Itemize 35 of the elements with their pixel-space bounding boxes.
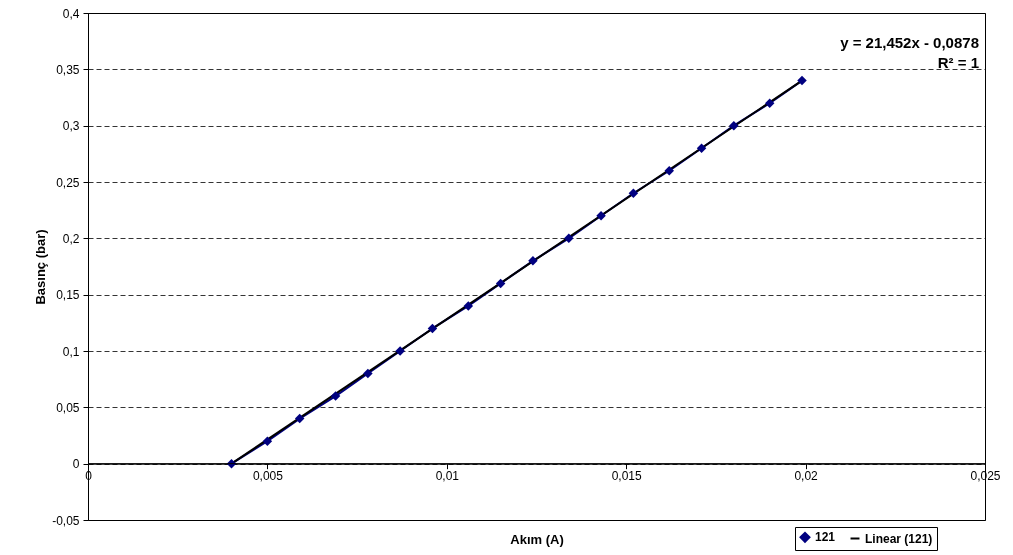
point bbox=[294, 413, 305, 424]
point bbox=[363, 368, 373, 379]
y-tick-label: 0,2 bbox=[62, 231, 80, 246]
point bbox=[427, 323, 438, 334]
x-tick-label: 0,01 bbox=[435, 469, 460, 484]
y-tick-label: 0,35 bbox=[56, 62, 80, 77]
point bbox=[262, 436, 273, 446]
point bbox=[764, 98, 775, 108]
point bbox=[729, 120, 739, 131]
y-tick-label: 0 bbox=[72, 457, 80, 472]
y-tick-label: 0,15 bbox=[56, 288, 80, 303]
y-tick-label: 0,1 bbox=[62, 344, 80, 359]
y-tick-label: 0,05 bbox=[56, 400, 80, 415]
x-axis-title: Akım (A) bbox=[510, 531, 564, 547]
y-axis-title: Basınç (bar) bbox=[33, 229, 49, 305]
point bbox=[495, 278, 506, 289]
y-tick-label: 0,4 bbox=[62, 6, 80, 21]
y-tick-label: 0,3 bbox=[62, 119, 80, 134]
annotation: R² = 1 bbox=[937, 54, 979, 71]
annotation: y = 21,452x - 0,0878 bbox=[840, 34, 979, 51]
legend-label: 121 bbox=[815, 530, 836, 545]
point bbox=[664, 165, 674, 176]
point bbox=[628, 188, 639, 199]
y-tick-label: -0,05 bbox=[52, 513, 80, 528]
x-tick-label: 0,015 bbox=[611, 469, 643, 484]
point bbox=[797, 75, 807, 86]
x-tick-label: 0,02 bbox=[794, 469, 819, 484]
point bbox=[463, 301, 474, 311]
legend-label: Linear (121) bbox=[865, 531, 933, 546]
point bbox=[696, 143, 707, 153]
x-tick-label: 0,005 bbox=[252, 469, 284, 484]
y-tick-label: 0,25 bbox=[56, 175, 80, 190]
point bbox=[596, 211, 606, 221]
point bbox=[330, 391, 341, 401]
point bbox=[564, 233, 574, 244]
